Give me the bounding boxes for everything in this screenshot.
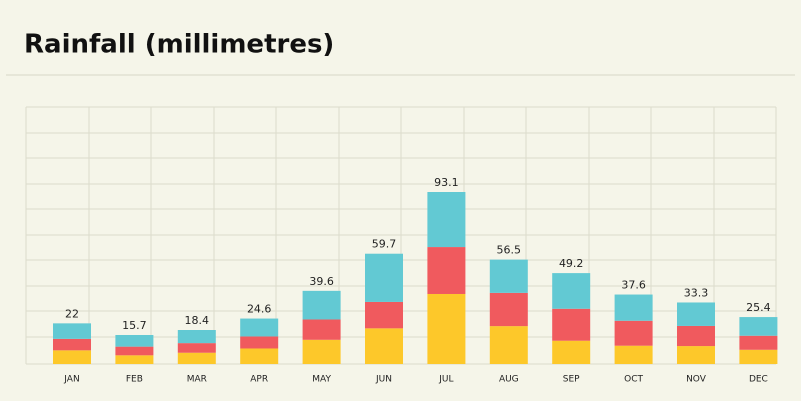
bar-segment — [240, 336, 279, 349]
bar-segment — [115, 355, 154, 364]
bar-segment — [614, 320, 653, 346]
chart-title: Rainfall (millimetres) — [24, 30, 334, 60]
bar-segment — [677, 346, 715, 364]
data-label: 22 — [65, 307, 79, 320]
data-label: 15.7 — [122, 319, 147, 332]
bar-segment — [614, 345, 653, 364]
bar-segment — [53, 323, 91, 339]
bar-segment — [365, 253, 403, 302]
bar-segment — [240, 318, 279, 337]
data-label: 49.2 — [559, 257, 584, 270]
x-tick-label: SEP — [563, 375, 580, 385]
data-label: 24.6 — [247, 303, 272, 316]
bar-segment — [302, 290, 341, 320]
x-tick-label: JUN — [375, 375, 392, 385]
bar-segment — [177, 352, 216, 364]
bar-segment — [302, 339, 341, 364]
bar-segment — [489, 292, 528, 327]
data-label: 37.6 — [621, 279, 646, 292]
data-label: 59.7 — [372, 238, 397, 251]
x-tick-label: OCT — [624, 375, 643, 385]
x-tick-label: JUL — [438, 375, 453, 385]
data-label: 56.5 — [497, 244, 522, 257]
data-label: 39.6 — [309, 275, 334, 288]
bar-segment — [177, 330, 216, 344]
bar-segment — [53, 350, 91, 364]
bar-segment — [365, 301, 403, 329]
bar-segment — [739, 335, 778, 350]
data-label: 33.3 — [684, 286, 709, 299]
data-label: 25.4 — [746, 301, 771, 314]
bar-segment — [739, 317, 778, 336]
x-tick-label: MAY — [312, 375, 331, 385]
bar-segment — [677, 325, 715, 347]
bar-segment — [115, 346, 154, 356]
bar-segment — [614, 294, 653, 321]
x-tick-label: DEC — [749, 375, 768, 385]
data-label: 93.1 — [434, 176, 459, 189]
bar-segment — [489, 259, 528, 293]
data-label: 18.4 — [185, 314, 210, 327]
bar-segment — [427, 192, 466, 248]
bar-segment — [177, 343, 216, 353]
x-tick-label: NOV — [686, 375, 707, 385]
bar-segment — [552, 340, 591, 364]
bar-segment — [739, 349, 778, 364]
bar-segment — [489, 326, 528, 364]
bar-segment — [427, 293, 466, 364]
bar-segment — [552, 273, 591, 309]
bar-segment — [427, 247, 466, 294]
bar-segment — [53, 338, 91, 351]
x-tick-label: JAN — [63, 375, 79, 385]
x-tick-label: MAR — [187, 375, 207, 385]
bar-segment — [552, 308, 591, 341]
x-tick-label: AUG — [499, 375, 519, 385]
bar-segment — [365, 328, 403, 364]
x-tick-label: FEB — [126, 375, 143, 385]
x-tick-label: APR — [250, 375, 268, 385]
bar-segment — [677, 302, 715, 326]
bar-segment — [240, 348, 279, 364]
bar-segment — [302, 319, 341, 340]
bar-segment — [115, 334, 154, 347]
